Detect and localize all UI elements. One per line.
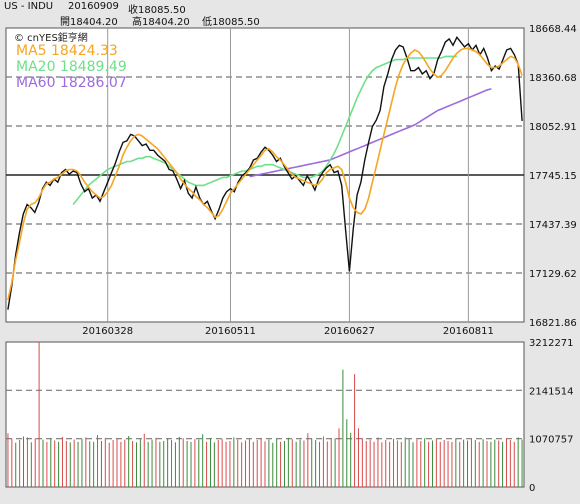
price-axis-tick: 18668.44 <box>529 24 577 35</box>
series-ma60-line <box>249 88 492 178</box>
volume-axis-tick: 2141514 <box>529 386 574 397</box>
date-axis-tick: 20160811 <box>443 326 494 337</box>
volume-axis-tick: 1070757 <box>529 435 574 446</box>
header-high: 高18404.20 <box>132 17 190 28</box>
date-axis-tick: 20160511 <box>205 326 256 337</box>
date-axis-tick: 20160627 <box>324 326 375 337</box>
header-date: 20160909 <box>68 1 119 12</box>
series-indu-line <box>7 35 523 310</box>
date-axis-tick: 20160328 <box>82 326 133 337</box>
price-axis-tick: 17129.62 <box>529 269 577 280</box>
watermark-text: © cnYES鉅亨網 <box>14 33 88 44</box>
series-ma20-line <box>72 55 457 206</box>
volume-axis-tick: 0 <box>529 483 535 494</box>
price-axis-tick: 17437.39 <box>529 220 577 231</box>
price-axis-tick: 18360.68 <box>529 73 577 84</box>
header-close: 收18085.50 <box>128 5 186 16</box>
header-low: 低18085.50 <box>202 17 260 28</box>
header-open: 開18404.20 <box>60 17 118 28</box>
legend-ma20: MA20 18489.49 <box>16 59 127 75</box>
series-ma5-line <box>7 47 523 301</box>
legend-ma5: MA5 18424.33 <box>16 43 118 59</box>
watermark: © cnYES鉅亨網 <box>14 29 88 47</box>
price-axis-tick: 17745.15 <box>529 171 577 182</box>
legend-ma60: MA60 18286.07 <box>16 75 127 91</box>
price-axis-tick: 18052.91 <box>529 122 577 133</box>
volume-axis-tick: 3212271 <box>529 338 574 349</box>
header-symbol: US - INDU <box>4 1 54 12</box>
price-axis-tick: 16821.86 <box>529 318 577 329</box>
